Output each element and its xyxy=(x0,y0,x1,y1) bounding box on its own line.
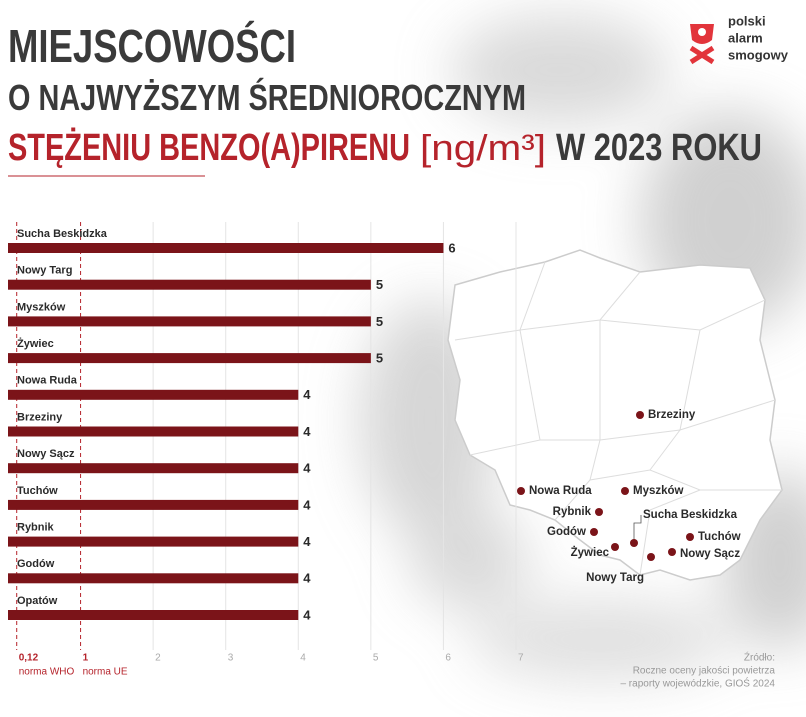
value-label: 4 xyxy=(303,461,311,476)
bar xyxy=(8,316,371,327)
city-dot xyxy=(517,487,525,495)
logo-icon xyxy=(689,24,715,65)
city-label: Rybnik xyxy=(553,506,592,518)
city-dot xyxy=(647,553,655,561)
title-unit: [ng/m³] xyxy=(420,127,546,168)
city-dot xyxy=(686,533,694,541)
city-dot xyxy=(590,528,598,536)
city-label: Brzeziny xyxy=(648,409,696,421)
value-label: 4 xyxy=(303,571,311,586)
city-dot xyxy=(630,539,638,547)
x-tick-label: 6 xyxy=(445,653,451,664)
category-label: Nowa Ruda xyxy=(17,375,78,387)
city-dot xyxy=(621,487,629,495)
title-highlight: STĘŻENIU BENZO(A)PIRENU xyxy=(8,127,410,169)
value-label: 5 xyxy=(376,277,383,292)
city-dot xyxy=(668,548,676,556)
reference-label: norma WHO xyxy=(19,667,75,678)
bar xyxy=(8,243,444,253)
x-tick-label: 5 xyxy=(373,653,379,664)
bar xyxy=(8,610,299,620)
x-tick-label: 3 xyxy=(228,653,234,664)
category-label: Tuchów xyxy=(17,485,58,497)
title-line: MIEJSCOWOŚCI xyxy=(8,20,296,72)
bar xyxy=(8,573,299,584)
reference-label: norma UE xyxy=(83,667,128,678)
value-label: 6 xyxy=(448,240,455,255)
leader-line xyxy=(633,515,642,543)
value-label: 5 xyxy=(376,314,383,329)
x-tick-label: 0,12 xyxy=(19,653,39,664)
title-end: W 2023 ROKU xyxy=(556,127,762,169)
bar xyxy=(8,426,299,437)
city-label: Sucha Beskidzka xyxy=(643,509,738,521)
value-label: 5 xyxy=(376,351,383,366)
x-tick-label: 4 xyxy=(300,653,306,664)
city-label: Nowy Targ xyxy=(586,572,644,584)
map-regions xyxy=(454,261,782,576)
city-dot xyxy=(611,543,619,551)
source: Roczne oceny jakości powietrza xyxy=(633,666,776,677)
city-label: Nowa Ruda xyxy=(529,485,592,497)
x-tick-label: 1 xyxy=(83,653,89,664)
city-label: Myszków xyxy=(633,485,684,497)
bar xyxy=(8,463,299,474)
bar xyxy=(8,499,299,510)
category-label: Myszków xyxy=(17,301,66,313)
source: – raporty wojewódzkie, GIOŚ 2024 xyxy=(620,677,775,690)
category-label: Godów xyxy=(17,558,55,570)
value-label: 4 xyxy=(303,534,311,549)
city-label: Tuchów xyxy=(698,531,741,543)
category-label: Sucha Beskidzka xyxy=(17,228,108,240)
city-label: Żywiec xyxy=(571,546,610,559)
bar xyxy=(8,389,299,400)
bar xyxy=(8,353,371,364)
category-label: Brzeziny xyxy=(17,411,63,423)
x-tick-label: 7 xyxy=(518,653,524,664)
logo-text: smogowy xyxy=(728,47,789,62)
logo-text: polski xyxy=(728,13,766,28)
source: Źródło: xyxy=(744,651,775,664)
category-label: Nowy Targ xyxy=(17,265,72,277)
bar xyxy=(8,536,299,547)
city-dot xyxy=(636,411,644,419)
title-line: O NAJWYŻSZYM ŚREDNIOROCZNYM xyxy=(8,76,526,118)
category-label: Rybnik xyxy=(17,522,55,534)
logo-text: alarm xyxy=(728,30,763,45)
value-label: 4 xyxy=(303,607,311,622)
value-label: 4 xyxy=(303,424,311,439)
value-label: 4 xyxy=(303,387,311,402)
city-label: Godów xyxy=(547,526,586,538)
category-label: Żywiec xyxy=(17,337,54,350)
category-label: Nowy Sącz xyxy=(17,448,75,460)
category-label: Opatów xyxy=(17,595,58,607)
value-label: 4 xyxy=(303,497,311,512)
bar xyxy=(8,279,371,290)
city-label: Nowy Sącz xyxy=(680,548,740,560)
x-tick-label: 2 xyxy=(155,653,161,664)
city-dot xyxy=(595,508,603,516)
